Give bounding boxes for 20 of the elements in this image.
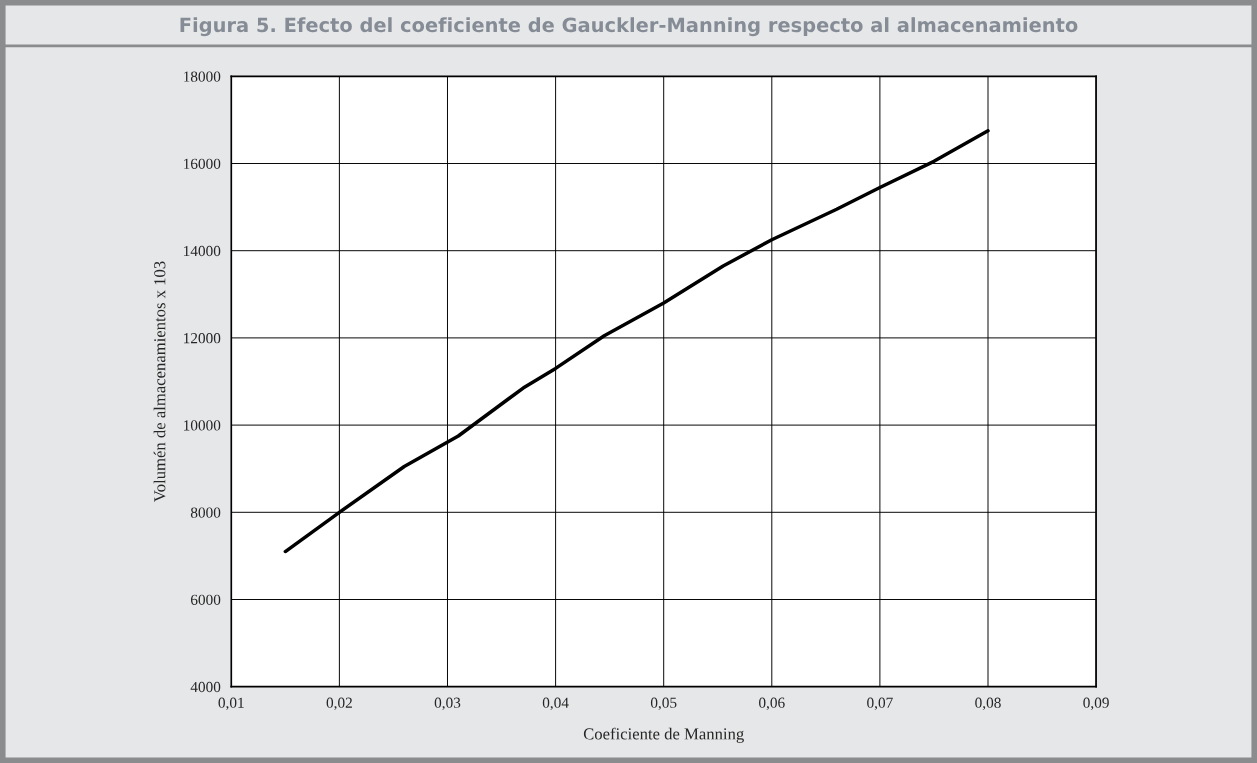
- x-tick-label: 0,09: [1083, 697, 1109, 711]
- x-tick-label: 0,06: [759, 697, 785, 711]
- x-axis-title: Coeficiente de Manning: [583, 727, 744, 743]
- x-tick-label: 0,01: [218, 697, 244, 711]
- y-axis-title: Volumén de almacenamientos x 103: [153, 261, 166, 502]
- x-tick-label: 0,05: [650, 697, 677, 711]
- x-tick-label: 0,08: [975, 697, 1001, 711]
- y-tick-label: 6000: [190, 594, 221, 605]
- y-tick-label: 8000: [190, 507, 221, 518]
- y-tick-label: 10000: [184, 420, 221, 431]
- x-tick-label: 0,04: [542, 697, 569, 711]
- y-tick-label: 18000: [184, 71, 221, 82]
- chart-title: Figura 5. Efecto del coeficiente de Gauckler-Manning respecto al almacenamiento: [180, 17, 1078, 37]
- y-tick-label: 16000: [184, 158, 221, 169]
- y-tick-label: 14000: [184, 245, 221, 257]
- x-tick-label: 0,02: [326, 697, 352, 711]
- x-tick-label: 0,07: [867, 697, 893, 711]
- x-tick-label: 0,03: [434, 697, 461, 711]
- y-tick-label: 12000: [184, 333, 221, 344]
- y-tick-label: 4000: [190, 681, 221, 693]
